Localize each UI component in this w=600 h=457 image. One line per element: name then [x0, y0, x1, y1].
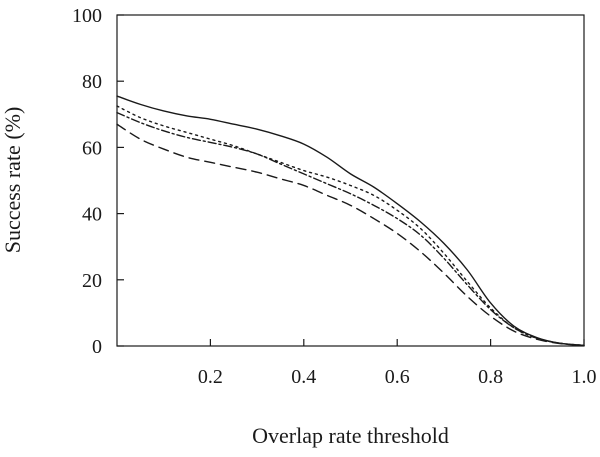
y-tick-label: 20 [82, 270, 102, 292]
y-tick-label: 0 [92, 336, 102, 358]
series-line-dotted [116, 105, 585, 347]
y-tick-label: 80 [82, 71, 102, 93]
y-tick-label: 40 [82, 204, 102, 226]
y-tick-label: 100 [72, 5, 102, 27]
x-tick-label: 1.0 [572, 366, 597, 388]
series-line-dash-dot [116, 111, 585, 347]
y-axis-title: Success rate (%) [0, 107, 25, 254]
x-tick-label: 0.6 [385, 366, 410, 388]
y-tick-label: 60 [82, 137, 102, 159]
x-axis: 0.2 0.4 0.6 0.8 1.0 [198, 339, 597, 388]
series-line-solid [116, 95, 585, 347]
y-axis: 0 20 40 60 80 100 [72, 5, 124, 358]
x-tick-label: 0.4 [291, 366, 316, 388]
series-layer [116, 95, 585, 347]
x-axis-title: Overlap rate threshold [252, 423, 449, 448]
series-line-dashed [116, 123, 585, 347]
x-tick-label: 0.2 [198, 366, 223, 388]
x-tick-label: 0.8 [478, 366, 503, 388]
plot-frame [116, 14, 585, 347]
